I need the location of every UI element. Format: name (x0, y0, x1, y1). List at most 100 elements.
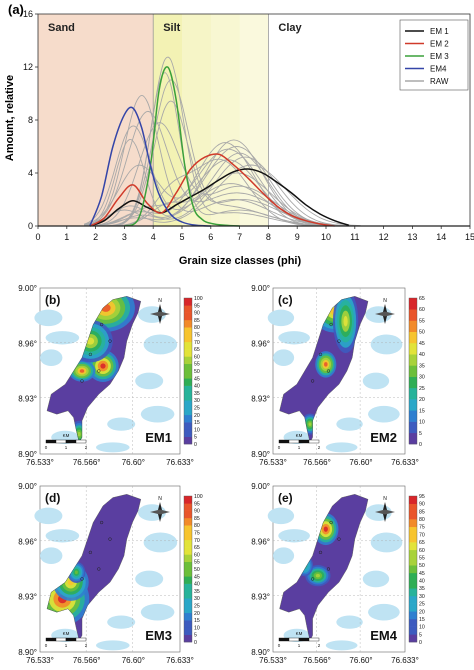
colorbar-cell (409, 542, 417, 551)
sample-point (97, 567, 101, 571)
panel-label-a: (a) (8, 2, 24, 17)
x-tick-label: 0 (35, 232, 40, 242)
colorbar-cell (409, 354, 417, 366)
sample-point (88, 550, 93, 555)
colorbar-tick-label: 0 (194, 442, 197, 448)
colorbar-tick-label: 0 (419, 442, 422, 448)
north-label: N (158, 298, 162, 304)
sample-point (337, 537, 341, 541)
sample-point (318, 550, 323, 555)
colorbar-tick-label: 15 (194, 618, 200, 624)
lake-water (107, 417, 136, 431)
legend-label: RAW (430, 77, 449, 86)
colorbar-cell (184, 561, 192, 570)
map-endmember-label: EM2 (370, 430, 397, 445)
colorbar-cell (409, 432, 417, 445)
legend: EM 1 EM 2 EM 3 EM4 RAW (399, 19, 469, 91)
colorbar-cell (409, 320, 417, 332)
scale-tick-label: 0 (278, 643, 281, 648)
scale-label: KM (63, 433, 70, 438)
colorbar-cell (184, 341, 192, 350)
colorbar-frame (408, 297, 418, 445)
lake-water (40, 547, 63, 565)
sample-point (99, 322, 104, 327)
lake-water (325, 442, 358, 453)
map-y-tick-label: 8.90° (251, 450, 270, 459)
colorbar-cell (184, 319, 192, 328)
colorbar-tick-label: 15 (419, 408, 425, 414)
map-x-tick-label: 76.633° (166, 458, 194, 467)
series-line-em2 (89, 153, 335, 227)
scale-bar-segment (288, 439, 300, 444)
colorbar-cell (184, 634, 192, 643)
colorbar-tick-label: 20 (419, 397, 425, 403)
colorbar-cell (409, 588, 417, 597)
lake-water (140, 405, 175, 423)
colorbar-cell (184, 598, 192, 606)
colorbar-cell (184, 532, 192, 541)
lake-outline (279, 296, 369, 443)
colorbar-cell (409, 580, 417, 589)
map-y-tick-label: 8.96° (18, 537, 37, 546)
colorbar-tick-label: 60 (194, 552, 200, 558)
colorbar-cell (409, 618, 417, 627)
colorbar-cell (184, 298, 192, 306)
colorbar-tick-label: 85 (194, 516, 200, 522)
contour-band (86, 337, 95, 345)
legend-label: EM 3 (430, 52, 449, 61)
colorbar-cell (184, 363, 192, 372)
map-y-tick-label: 8.96° (18, 339, 37, 348)
colorbar-tick-label: 0 (194, 640, 197, 646)
scale-bar-segment (75, 637, 87, 642)
map-x-tick-label: 76.533° (26, 656, 54, 665)
colorbar-cell (409, 565, 417, 574)
north-label: N (383, 298, 387, 304)
sample-point (108, 339, 112, 343)
map-x-tick-label: 76.60° (349, 656, 372, 665)
lake-water (370, 532, 403, 553)
x-tick-labels: 0 1 2 3 4 5 6 7 8 9 10 11 12 13 14 15 (35, 232, 474, 242)
colorbar-cell (409, 387, 417, 400)
colorbar-tick-label: 35 (194, 589, 200, 595)
x-tick-label: 2 (93, 232, 98, 242)
scale-tick-label: 2 (85, 643, 88, 648)
colorbar-tick-label: 25 (194, 406, 200, 412)
x-tick-label: 3 (122, 232, 127, 242)
colorbar-cell (184, 569, 192, 577)
colorbar-tick-label: 75 (194, 531, 200, 537)
lake-water (135, 372, 164, 390)
contour-band (323, 526, 328, 532)
sample-point (99, 520, 104, 525)
sample-point (108, 537, 112, 541)
colorbar-tick-label: 85 (194, 318, 200, 324)
x-tick-label: 1 (64, 232, 69, 242)
lake-water (96, 442, 130, 453)
colorbar-cell (184, 525, 192, 533)
panel-label: (e) (278, 491, 293, 505)
colorbar-tick-label: 5 (194, 435, 197, 441)
lake-water (273, 349, 295, 367)
map-x-tick-label: 76.633° (166, 656, 194, 665)
compass-cross-icon (375, 311, 395, 317)
axes (37, 13, 471, 227)
sample-point (310, 379, 315, 383)
x-tick-label: 15 (465, 232, 474, 242)
colorbar-tick-label: 80 (194, 325, 200, 331)
lake-water (370, 334, 403, 355)
colorbar-tick-label: 5 (419, 632, 422, 638)
scale-bar-segment (55, 637, 67, 642)
colorbar-cell (409, 519, 417, 528)
map-y-tick-label: 8.96° (251, 339, 270, 348)
colorbar-cell (409, 511, 417, 520)
lake-water (267, 507, 295, 525)
colorbar-cell (409, 496, 417, 504)
colorbar-tick-label: 75 (419, 525, 425, 531)
scale-tick-label: 1 (65, 643, 68, 648)
colorbar-tick-label: 45 (419, 341, 425, 347)
colorbar-tick-label: 45 (194, 376, 200, 382)
x-axis-label: Grain size classes (phi) (179, 255, 302, 267)
colorbar-tick-label: 50 (194, 369, 200, 375)
colorbar-tick-label: 20 (194, 413, 200, 419)
scale-tick-label: 2 (85, 445, 88, 450)
